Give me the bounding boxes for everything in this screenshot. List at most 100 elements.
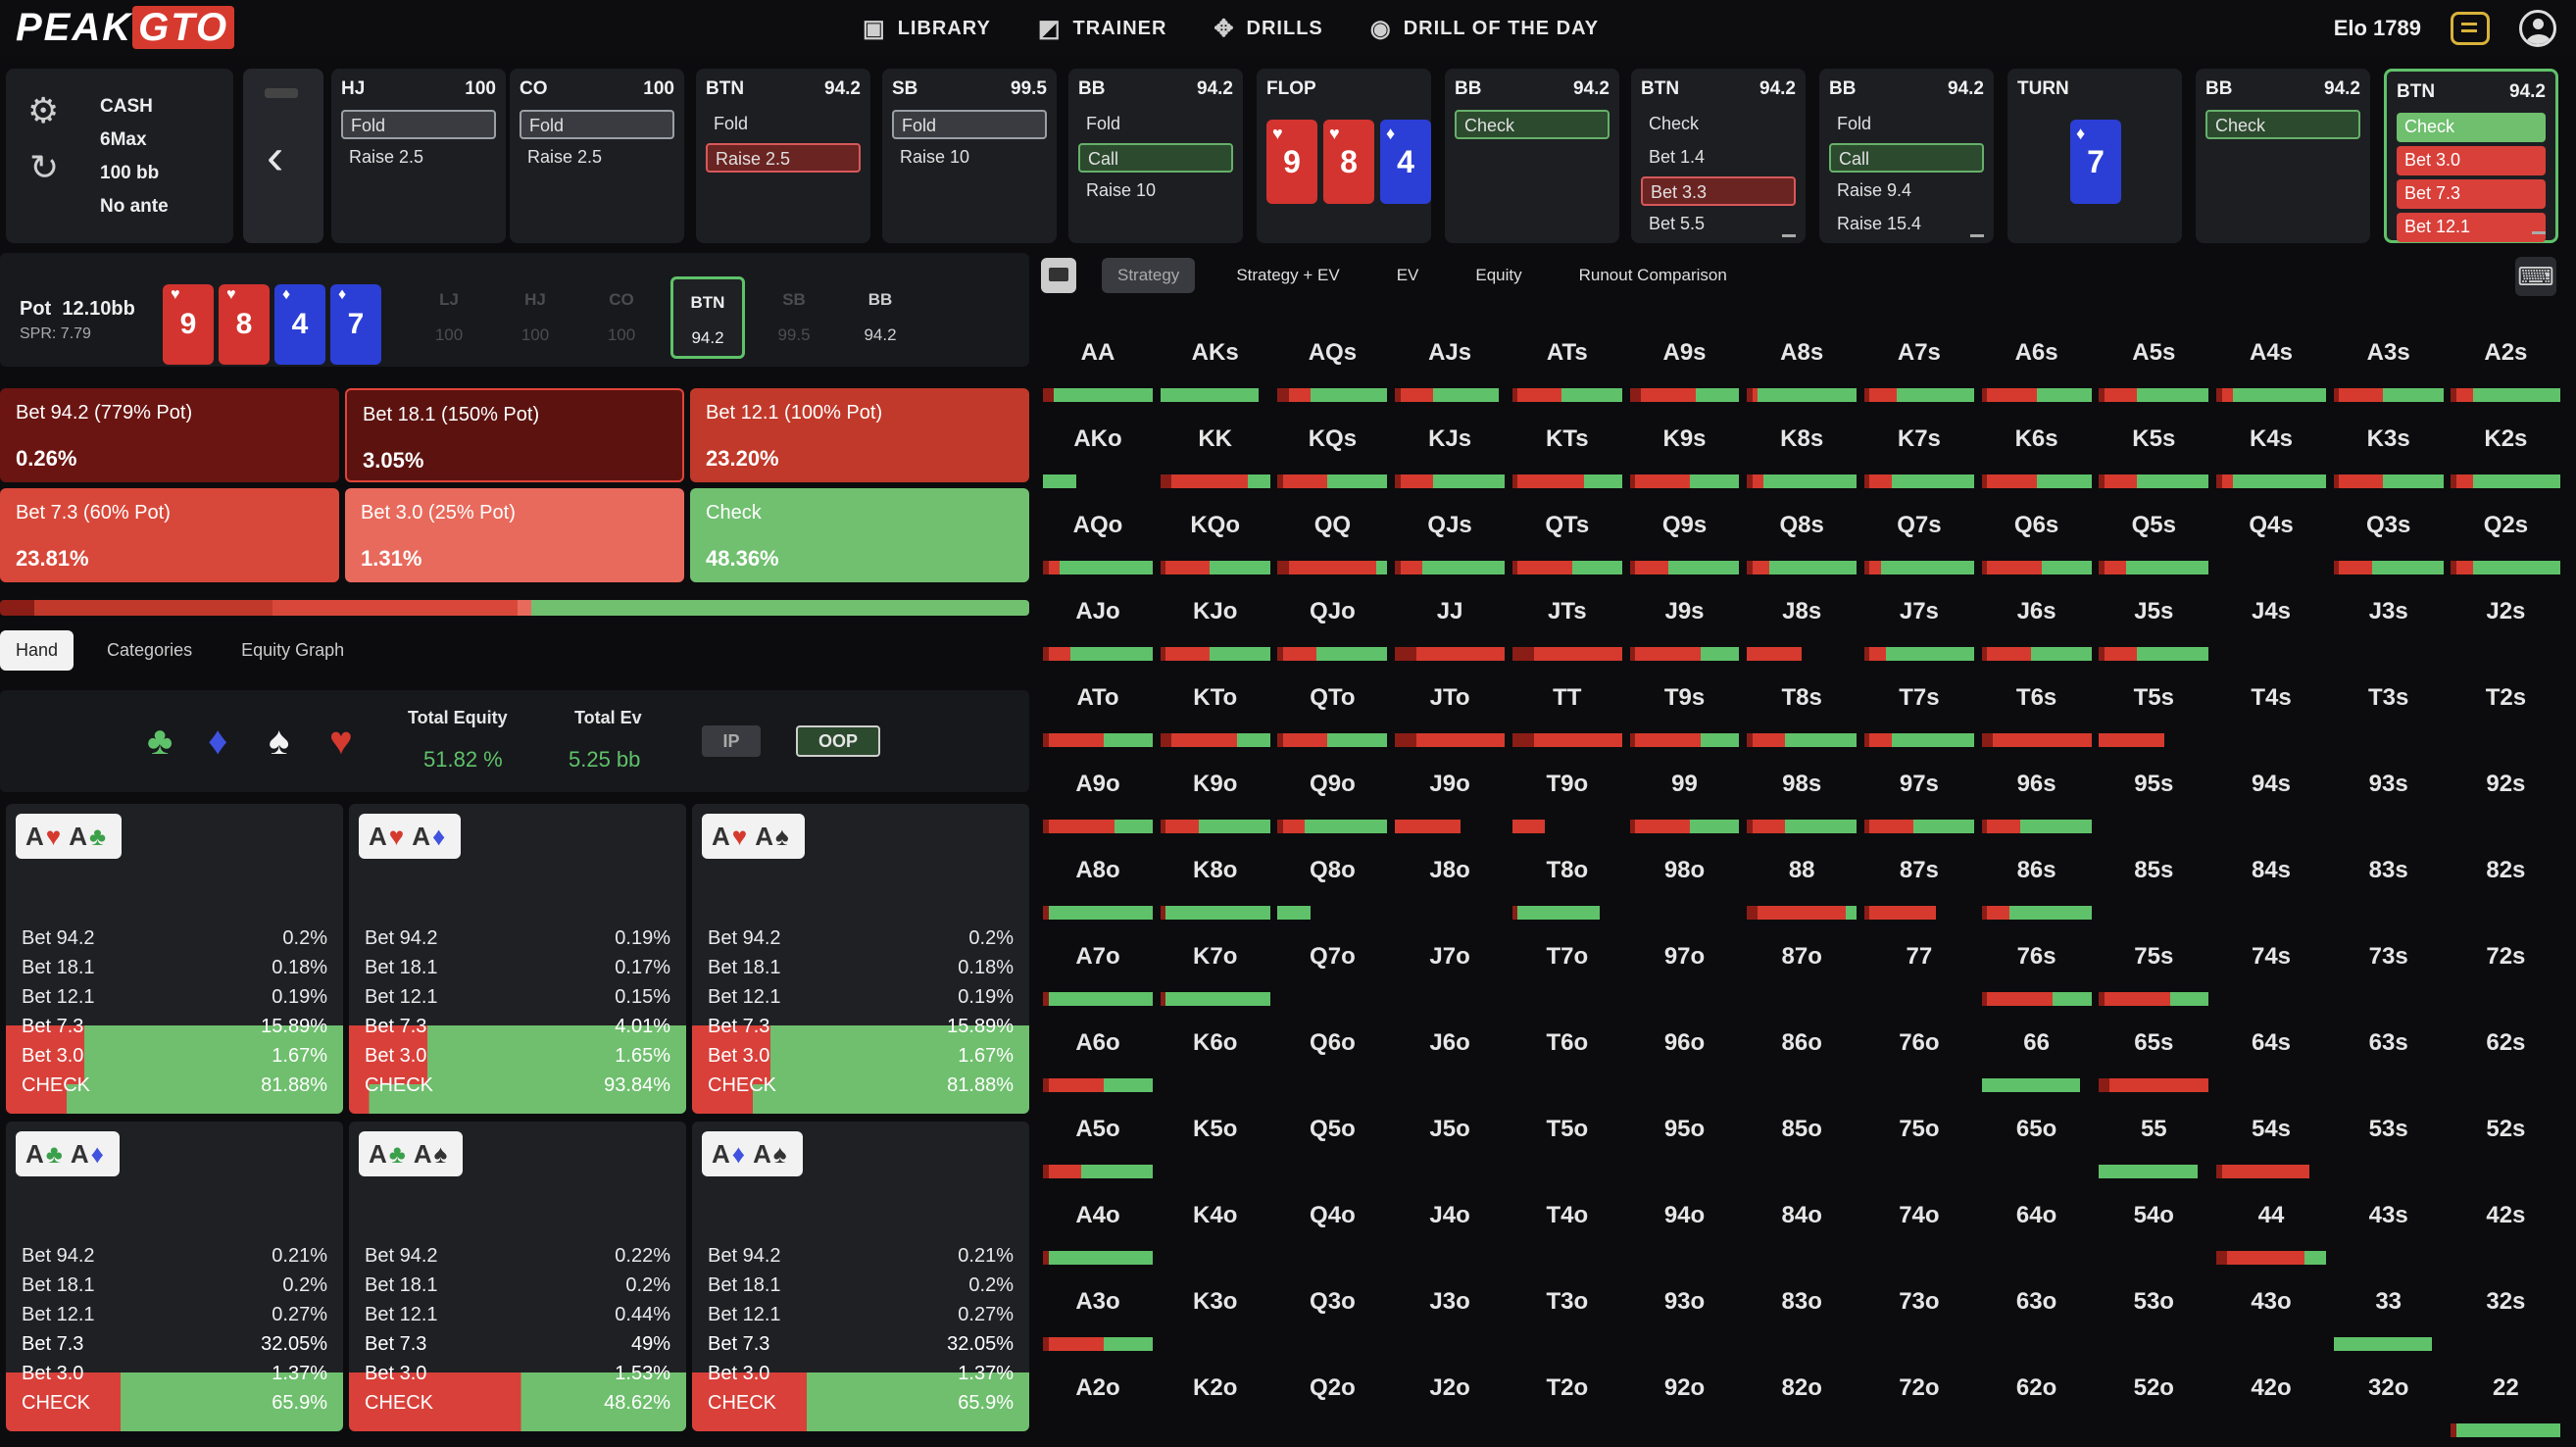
hand-cell-66[interactable]: 66 bbox=[1980, 1010, 2094, 1092]
grid-tab-strategy-ev[interactable]: Strategy + EV bbox=[1236, 266, 1340, 284]
hand-cell-a3s[interactable]: A3s bbox=[2332, 320, 2446, 402]
action-option[interactable]: Raise 2.5 bbox=[527, 147, 603, 167]
hand-cell-93s[interactable]: 93s bbox=[2332, 751, 2446, 833]
action-node-turn[interactable]: TURN ♦ 7 bbox=[2007, 69, 2182, 243]
hand-cell-52s[interactable]: 52s bbox=[2449, 1096, 2562, 1178]
hand-cell-85o[interactable]: 85o bbox=[1745, 1096, 1858, 1178]
hand-cell-94o[interactable]: 94o bbox=[1628, 1182, 1742, 1265]
action-option[interactable]: Raise 15.4 bbox=[1837, 214, 1922, 233]
hand-cell-qto[interactable]: QTo bbox=[1275, 665, 1389, 747]
nav-item-trainer[interactable]: ◩ TRAINER bbox=[1038, 15, 1167, 43]
hand-cell-53o[interactable]: 53o bbox=[2097, 1269, 2210, 1351]
ip-toggle[interactable]: IP bbox=[702, 725, 761, 757]
hand-cell-k6s[interactable]: K6s bbox=[1980, 406, 2094, 488]
hand-cell-j2s[interactable]: J2s bbox=[2449, 578, 2562, 661]
hand-cell-aqs[interactable]: AQs bbox=[1275, 320, 1389, 402]
hand-cell-32o[interactable]: 32o bbox=[2332, 1355, 2446, 1437]
action-option[interactable]: Bet 5.5 bbox=[1649, 214, 1706, 233]
action-node-co[interactable]: CO 100 Fold Raise 2.5 bbox=[510, 69, 684, 243]
hand-cell-64s[interactable]: 64s bbox=[2214, 1010, 2328, 1092]
hand-cell-72o[interactable]: 72o bbox=[1862, 1355, 1976, 1437]
grid-tab-equity[interactable]: Equity bbox=[1475, 266, 1522, 284]
hand-cell-k5s[interactable]: K5s bbox=[2097, 406, 2210, 488]
hand-cell-qjo[interactable]: QJo bbox=[1275, 578, 1389, 661]
strategy-tile[interactable]: Bet 7.3 (60% Pot) 23.81% bbox=[0, 488, 339, 582]
hand-cell-88[interactable]: 88 bbox=[1745, 837, 1858, 920]
strategy-tile[interactable]: Bet 12.1 (100% Pot) 23.20% bbox=[690, 388, 1029, 482]
action-option[interactable]: Check bbox=[1649, 114, 1700, 133]
hand-cell-k2s[interactable]: K2s bbox=[2449, 406, 2562, 488]
hand-cell-65s[interactable]: 65s bbox=[2097, 1010, 2210, 1092]
hand-cell-54o[interactable]: 54o bbox=[2097, 1182, 2210, 1265]
hand-cell-75o[interactable]: 75o bbox=[1862, 1096, 1976, 1178]
hand-cell-97o[interactable]: 97o bbox=[1628, 923, 1742, 1006]
hand-cell-44[interactable]: 44 bbox=[2214, 1182, 2328, 1265]
hand-cell-j3o[interactable]: J3o bbox=[1393, 1269, 1507, 1351]
hand-cell-q7s[interactable]: Q7s bbox=[1862, 492, 1976, 574]
hand-cell-q4s[interactable]: Q4s bbox=[2214, 492, 2328, 574]
hand-cell-ajo[interactable]: AJo bbox=[1041, 578, 1155, 661]
hand-cell-k8o[interactable]: K8o bbox=[1159, 837, 1272, 920]
action-node-bb[interactable]: BB 94.2 Check bbox=[2196, 69, 2370, 243]
strategy-tile[interactable]: Bet 3.0 (25% Pot) 1.31% bbox=[345, 488, 684, 582]
hand-cell-22[interactable]: 22 bbox=[2449, 1355, 2562, 1437]
hand-cell-54s[interactable]: 54s bbox=[2214, 1096, 2328, 1178]
hand-cell-95o[interactable]: 95o bbox=[1628, 1096, 1742, 1178]
hand-cell-73o[interactable]: 73o bbox=[1862, 1269, 1976, 1351]
hand-cell-32s[interactable]: 32s bbox=[2449, 1269, 2562, 1351]
hand-cell-65o[interactable]: 65o bbox=[1980, 1096, 2094, 1178]
hand-cell-98o[interactable]: 98o bbox=[1628, 837, 1742, 920]
hand-cell-j7s[interactable]: J7s bbox=[1862, 578, 1976, 661]
action-option[interactable]: Fold bbox=[1086, 114, 1121, 133]
hand-cell-77[interactable]: 77 bbox=[1862, 923, 1976, 1006]
hand-cell-q6o[interactable]: Q6o bbox=[1275, 1010, 1389, 1092]
hand-cell-t7s[interactable]: T7s bbox=[1862, 665, 1976, 747]
action-node-hj[interactable]: HJ 100 Fold Raise 2.5 bbox=[331, 69, 506, 243]
hand-cell-t6s[interactable]: T6s bbox=[1980, 665, 2094, 747]
action-option[interactable]: Bet 3.0 bbox=[2397, 146, 2546, 175]
hand-cell-87o[interactable]: 87o bbox=[1745, 923, 1858, 1006]
grid-tab-strategy[interactable]: Strategy bbox=[1102, 258, 1196, 293]
suit-filter-icon[interactable]: ♠ bbox=[269, 720, 290, 763]
hand-cell-j6o[interactable]: J6o bbox=[1393, 1010, 1507, 1092]
combo-card[interactable]: A ♣ A ♠ Bet 94.2 0.22% Bet 18.1 0.2% Bet 12.1 0.4… bbox=[349, 1122, 686, 1431]
hand-cell-q7o[interactable]: Q7o bbox=[1275, 923, 1389, 1006]
tab-equity-graph[interactable]: Equity Graph bbox=[241, 639, 345, 660]
action-option[interactable]: Bet 12.1 bbox=[2397, 213, 2546, 242]
hand-cell-63s[interactable]: 63s bbox=[2332, 1010, 2446, 1092]
hand-cell-j4s[interactable]: J4s bbox=[2214, 578, 2328, 661]
action-node-btn[interactable]: BTN 94.2 Check Bet 3.0 Bet 7.3 Bet 12.1 bbox=[2384, 69, 2558, 243]
hand-cell-t5s[interactable]: T5s bbox=[2097, 665, 2210, 747]
hand-cell-kk[interactable]: KK bbox=[1159, 406, 1272, 488]
hand-cell-k4o[interactable]: K4o bbox=[1159, 1182, 1272, 1265]
hand-cell-t9o[interactable]: T9o bbox=[1511, 751, 1624, 833]
action-option[interactable]: Bet 7.3 bbox=[2397, 179, 2546, 209]
strategy-tile[interactable]: Bet 94.2 (779% Pot) 0.26% bbox=[0, 388, 339, 482]
hand-cell-aks[interactable]: AKs bbox=[1159, 320, 1272, 402]
grid-toggle-icon[interactable] bbox=[1041, 258, 1076, 293]
hand-cell-52o[interactable]: 52o bbox=[2097, 1355, 2210, 1437]
hand-cell-33[interactable]: 33 bbox=[2332, 1269, 2446, 1351]
hand-cell-q4o[interactable]: Q4o bbox=[1275, 1182, 1389, 1265]
hand-cell-j5o[interactable]: J5o bbox=[1393, 1096, 1507, 1178]
hand-cell-86o[interactable]: 86o bbox=[1745, 1010, 1858, 1092]
hand-cell-76o[interactable]: 76o bbox=[1862, 1010, 1976, 1092]
hand-cell-k7s[interactable]: K7s bbox=[1862, 406, 1976, 488]
hand-cell-92s[interactable]: 92s bbox=[2449, 751, 2562, 833]
hand-cell-j5s[interactable]: J5s bbox=[2097, 578, 2210, 661]
action-option[interactable]: Raise 10 bbox=[1086, 180, 1157, 200]
hand-cell-k9o[interactable]: K9o bbox=[1159, 751, 1272, 833]
suit-filter-icon[interactable]: ♣ bbox=[147, 720, 173, 763]
action-option[interactable]: Fold bbox=[714, 114, 749, 133]
gamepad-icon[interactable]: ⌨ bbox=[2515, 257, 2556, 296]
hand-cell-a6o[interactable]: A6o bbox=[1041, 1010, 1155, 1092]
hand-cell-72s[interactable]: 72s bbox=[2449, 923, 2562, 1006]
chat-icon[interactable] bbox=[2451, 12, 2490, 45]
hand-cell-jj[interactable]: JJ bbox=[1393, 578, 1507, 661]
hand-cell-a9s[interactable]: A9s bbox=[1628, 320, 1742, 402]
hand-cell-t2s[interactable]: T2s bbox=[2449, 665, 2562, 747]
hand-cell-jts[interactable]: JTs bbox=[1511, 578, 1624, 661]
hand-cell-a8o[interactable]: A8o bbox=[1041, 837, 1155, 920]
hand-cell-43s[interactable]: 43s bbox=[2332, 1182, 2446, 1265]
hand-cell-k6o[interactable]: K6o bbox=[1159, 1010, 1272, 1092]
